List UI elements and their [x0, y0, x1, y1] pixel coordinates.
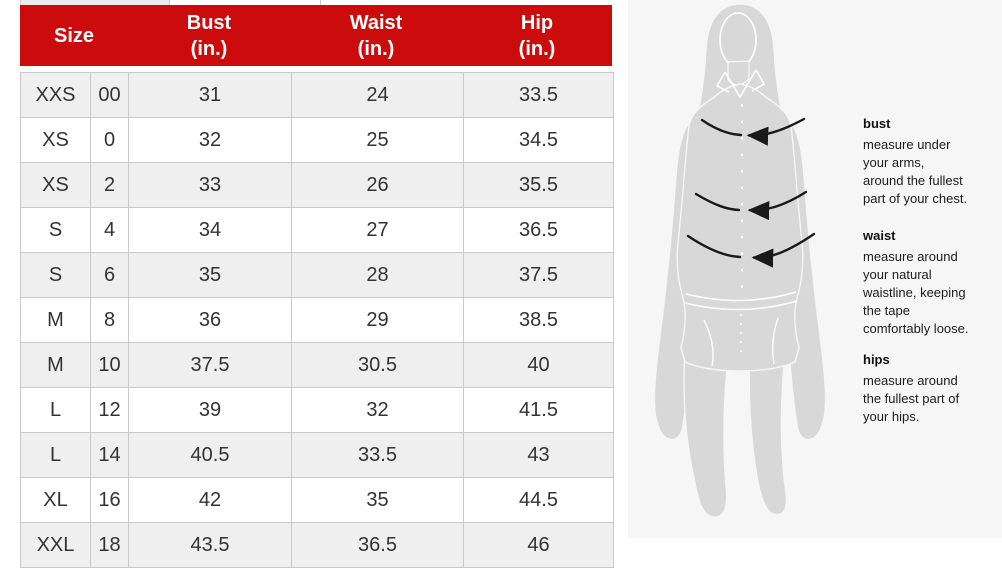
hips-guide-text: measure around the fullest part of your … — [863, 373, 960, 424]
waist-cell: 25 — [291, 117, 464, 163]
waistband-detail — [684, 291, 798, 311]
size-label-cell: XXS — [20, 72, 91, 118]
table-row: L 12 39 32 41.5 — [20, 387, 614, 433]
bust-cell: 37.5 — [128, 342, 292, 388]
hip-cell: 34.5 — [463, 117, 614, 163]
hip-cell: 41.5 — [463, 387, 614, 433]
size-label-cell: XXL — [20, 522, 91, 568]
size-number-cell: 10 — [90, 342, 129, 388]
size-number-cell: 4 — [90, 207, 129, 253]
bust-cell: 43.5 — [128, 522, 292, 568]
waist-cell: 28 — [291, 252, 464, 298]
waist-cell: 29 — [291, 297, 464, 343]
woman-silhouette-figure — [653, 3, 827, 518]
table-row: XS 2 33 26 35.5 — [20, 162, 614, 208]
hip-cell: 46 — [463, 522, 614, 568]
collar-detail — [715, 69, 766, 99]
header-size: Size — [53, 24, 95, 47]
hip-cell: 37.5 — [463, 252, 614, 298]
size-number-cell: 12 — [90, 387, 129, 433]
waist-guide-label: waist — [863, 228, 896, 243]
waist-cell: 32 — [291, 387, 464, 433]
waist-guide-text: measure around your natural waistline, k… — [863, 249, 969, 336]
size-number-cell: 16 — [90, 477, 129, 523]
size-label-cell: L — [20, 432, 91, 478]
size-table-header: Size Bust (in.) Waist (in.) Hip (in.) — [20, 5, 612, 66]
bust-arrow-icon — [700, 117, 806, 146]
silhouette — [653, 3, 827, 518]
size-number-cell: 18 — [90, 522, 129, 568]
bust-cell: 42 — [128, 477, 292, 523]
bust-guide-text: measure under your arms, around the full… — [863, 137, 968, 206]
hip-cell: 44.5 — [463, 477, 614, 523]
hips-arrow-icon — [686, 232, 816, 268]
table-row: XL 16 42 35 44.5 — [20, 477, 614, 523]
bust-guide-label: bust — [863, 116, 891, 131]
bust-cell: 35 — [128, 252, 292, 298]
size-label-cell: XL — [20, 477, 91, 523]
bust-cell: 36 — [128, 297, 292, 343]
bust-guide-section: bust measure under your arms, around the… — [863, 116, 999, 208]
size-label-cell: XS — [20, 162, 91, 208]
waist-cell: 26 — [291, 162, 464, 208]
size-table: XXS 00 31 24 33.5 XS 0 32 25 34.5 XS 2 33 26 35.5 S 4 34 2… — [20, 72, 614, 568]
table-row: S 6 35 28 37.5 — [20, 252, 614, 298]
header-waist: Waist (in.) — [349, 11, 403, 60]
bust-cell: 33 — [128, 162, 292, 208]
measurement-figure-panel — [628, 0, 1002, 538]
hip-cell: 40 — [463, 342, 614, 388]
cropped-cell — [20, 0, 170, 5]
size-number-cell: 8 — [90, 297, 129, 343]
bust-cell: 39 — [128, 387, 292, 433]
size-label-cell: S — [20, 252, 91, 298]
table-row: XS 0 32 25 34.5 — [20, 117, 614, 163]
waist-cell: 33.5 — [291, 432, 464, 478]
waist-cell: 36.5 — [291, 522, 464, 568]
size-number-cell: 00 — [90, 72, 129, 118]
size-label-cell: S — [20, 207, 91, 253]
waist-guide-section: waist measure around your natural waistl… — [863, 228, 999, 338]
size-number-cell: 14 — [90, 432, 129, 478]
waist-cell: 30.5 — [291, 342, 464, 388]
waist-cell: 35 — [291, 477, 464, 523]
bust-cell: 32 — [128, 117, 292, 163]
cropped-row-strip — [20, 0, 612, 5]
header-hip: Hip (in.) — [518, 11, 556, 60]
table-row: M 8 36 29 38.5 — [20, 297, 614, 343]
bust-cell: 34 — [128, 207, 292, 253]
size-label-cell: XS — [20, 117, 91, 163]
table-row: XXS 00 31 24 33.5 — [20, 72, 614, 118]
table-row: S 4 34 27 36.5 — [20, 207, 614, 253]
size-table-body: XXS 00 31 24 33.5 XS 0 32 25 34.5 XS 2 33 26 35.5 S 4 34 2… — [20, 72, 614, 568]
hip-cell: 33.5 — [463, 72, 614, 118]
size-label-cell: M — [20, 297, 91, 343]
size-label-cell: L — [20, 387, 91, 433]
cropped-cell-divider — [320, 0, 321, 5]
table-row: L 14 40.5 33.5 43 — [20, 432, 614, 478]
hip-cell: 36.5 — [463, 207, 614, 253]
hip-cell: 38.5 — [463, 297, 614, 343]
waist-cell: 24 — [291, 72, 464, 118]
size-label-cell: M — [20, 342, 91, 388]
size-number-cell: 6 — [90, 252, 129, 298]
waist-arrow-icon — [694, 190, 808, 221]
table-row: M 10 37.5 30.5 40 — [20, 342, 614, 388]
size-number-cell: 0 — [90, 117, 129, 163]
hip-cell: 35.5 — [463, 162, 614, 208]
pocket-detail — [703, 314, 779, 367]
bust-cell: 40.5 — [128, 432, 292, 478]
size-number-cell: 2 — [90, 162, 129, 208]
waist-cell: 27 — [291, 207, 464, 253]
header-bust: Bust (in.) — [186, 11, 232, 60]
hip-cell: 43 — [463, 432, 614, 478]
bust-cell: 31 — [128, 72, 292, 118]
hips-guide-section: hips measure around the fullest part of … — [863, 352, 999, 426]
hips-guide-label: hips — [863, 352, 890, 367]
table-row: XXL 18 43.5 36.5 46 — [20, 522, 614, 568]
